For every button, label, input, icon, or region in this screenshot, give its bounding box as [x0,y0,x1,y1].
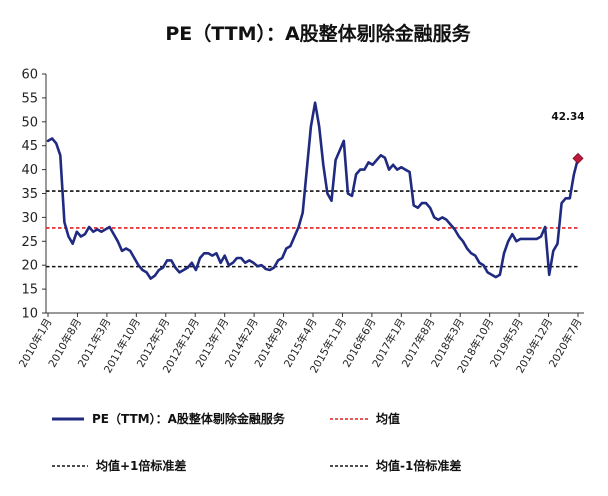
y-tick-labels: 10 15 20 25 30 35 40 45 50 55 60 [21,68,46,322]
chart-title: PE（TTM）：A股整体剔除金融服务 [165,22,471,45]
legend-label-mean: 均值 [376,411,400,426]
y-tick-label: 35 [21,187,38,202]
last-value-label: 42.34 [551,111,584,123]
legend-label-minus1sd: 均值-1倍标准差 [376,458,461,473]
last-value-marker [572,152,584,164]
y-tick-label: 25 [21,235,38,250]
y-tick-label: 20 [21,259,38,274]
y-tick-label: 10 [21,307,38,322]
y-tick-label: 45 [21,139,38,154]
y-tick-label: 30 [21,211,38,226]
legend: PE（TTM）：A股整体剔除金融服务 均值 均值+1倍标准差 均值-1倍标准差 [52,411,461,473]
y-tick-label: 40 [21,163,38,178]
legend-label-plus1sd: 均值+1倍标准差 [96,458,186,473]
reference-lines [46,190,578,268]
y-tick-label: 60 [21,68,38,83]
series-line-pe-ttm [46,101,580,280]
x-tick-labels: 2010年1月2010年8月2011年3月2011年10月2012年5月2012… [16,313,585,375]
annotations: 42.34 [551,111,585,164]
y-tick-label: 15 [21,283,38,298]
y-tick-label: 50 [21,115,38,130]
legend-label-pe-ttm: PE（TTM）：A股整体剔除金融服务 [92,411,286,426]
y-tick-label: 55 [21,91,38,106]
